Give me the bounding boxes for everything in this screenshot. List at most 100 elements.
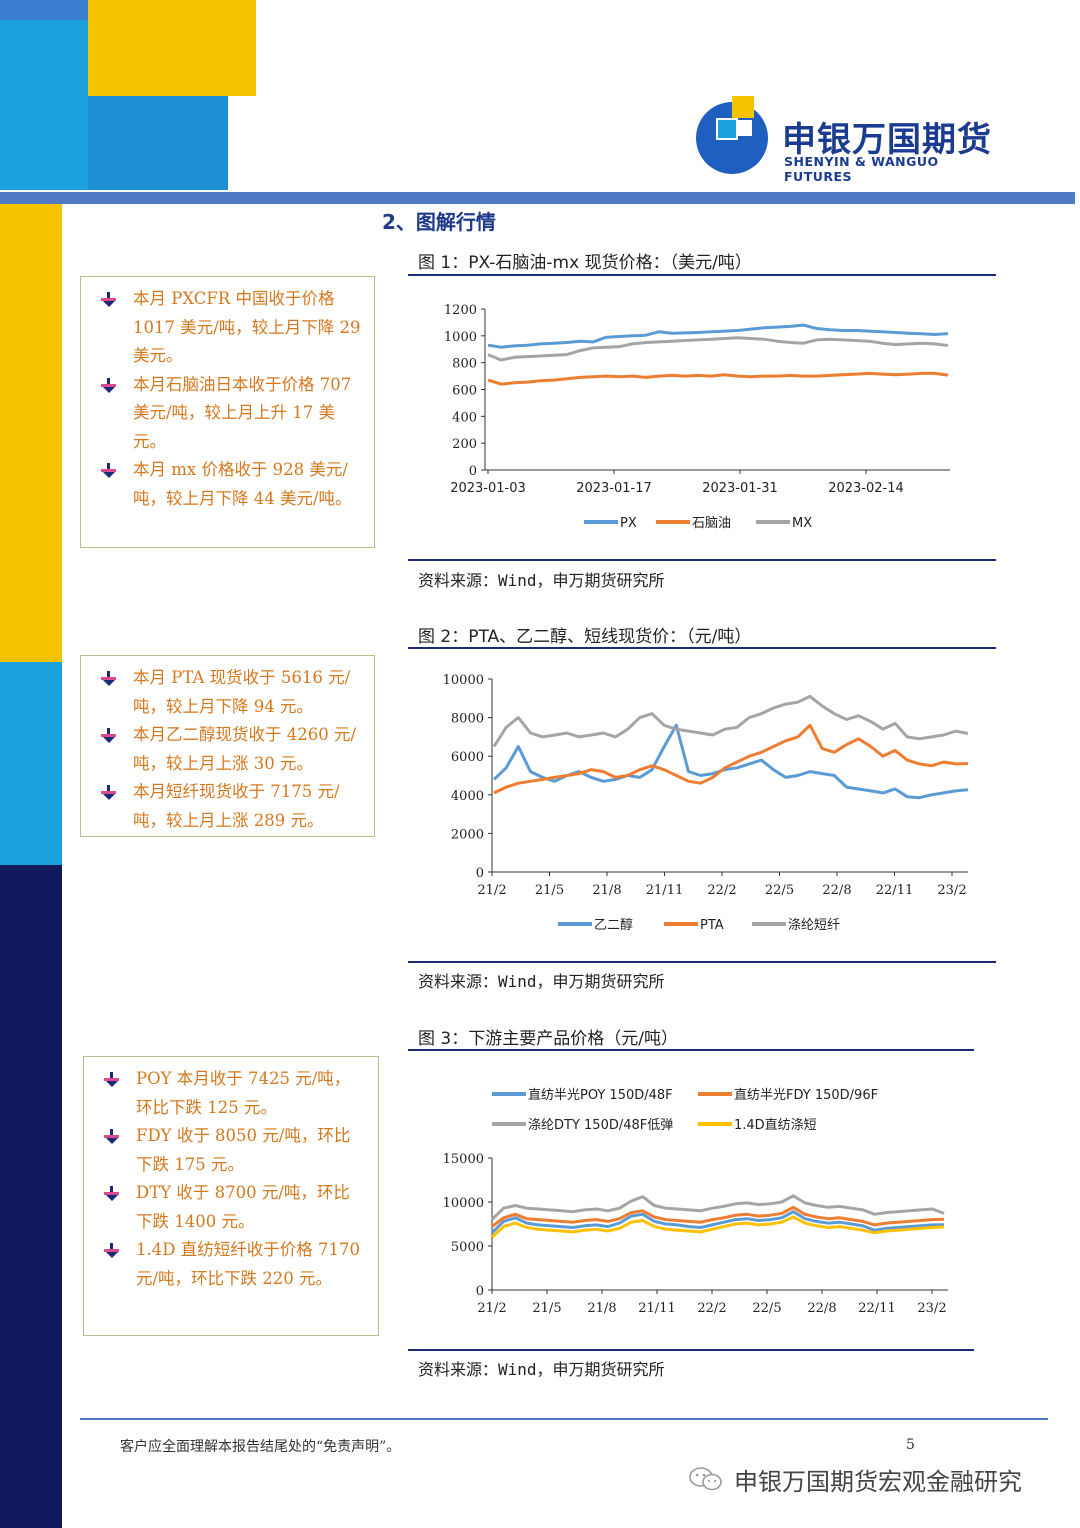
footer-disclaimer: 客户应全面理解本报告结尾处的“免责声明”。 xyxy=(120,1439,401,1455)
bullet-icon xyxy=(101,785,117,801)
y-tick-label: 10000 xyxy=(443,1196,484,1211)
x-tick-label: 22/11 xyxy=(858,1301,895,1316)
side-strip xyxy=(0,204,62,662)
x-tick-label: 21/11 xyxy=(646,883,683,898)
side-strip xyxy=(0,662,62,865)
series-line xyxy=(490,1210,945,1234)
x-tick-label: 22/5 xyxy=(765,883,794,898)
x-tick-label: 21/11 xyxy=(638,1301,675,1316)
header-decoration xyxy=(0,20,88,190)
series-line xyxy=(487,323,949,349)
y-tick-label: 5000 xyxy=(451,1240,484,1255)
bullet-icon xyxy=(104,1186,120,1202)
note-text: 本月 mx 价格收于 928 美元/吨，较上月下降 44 美元/吨。 xyxy=(133,460,352,508)
header-decoration xyxy=(88,96,228,190)
figure-1-rule xyxy=(408,274,996,276)
y-tick-label: 15000 xyxy=(443,1152,484,1167)
footer-rule xyxy=(80,1418,1048,1420)
wechat-icon xyxy=(689,1467,722,1491)
note-box-1: 本月 PXCFR 中国收于价格 1017 美元/吨，较上月下降 29 美元。 本… xyxy=(80,276,375,548)
note-item: 本月 PXCFR 中国收于价格 1017 美元/吨，较上月下降 29 美元。 xyxy=(93,285,362,371)
wechat-account-name: 申银万国期货宏观金融研究 xyxy=(734,1468,1022,1496)
figure-2-title: 图 2：PTA、乙二醇、短线现货价：（元/吨） xyxy=(418,627,752,647)
legend-label: 1.4D直纺涤短 xyxy=(734,1118,817,1133)
note-text: 本月 PTA 现货收于 5616 元/吨，较上月下降 94 元。 xyxy=(133,668,351,716)
y-tick-label: 10000 xyxy=(443,673,484,688)
note-text: 本月石脑油日本收于价格 707 美元/吨，较上月上升 17 美元。 xyxy=(133,374,352,451)
x-tick-label: 22/8 xyxy=(807,1301,836,1316)
note-item: 本月 PTA 现货收于 5616 元/吨，较上月下降 94 元。 xyxy=(93,664,362,721)
note-text: FDY 收于 8050 元/吨，环比下跌 175 元。 xyxy=(136,1126,351,1174)
x-tick-label: 22/8 xyxy=(822,883,851,898)
figure-3-rule-bottom xyxy=(408,1349,974,1351)
series-line xyxy=(492,694,969,748)
legend-label: 乙二醇 xyxy=(594,917,633,933)
figure-1-chart: 0 200 400 600 800 1000 1200 2023-01-03 2023-01-1… xyxy=(444,303,950,531)
side-strip xyxy=(0,865,62,1528)
logo-mark xyxy=(716,118,738,140)
legend-label: 石脑油 xyxy=(692,516,731,531)
note-text: 本月 PXCFR 中国收于价格 1017 美元/吨，较上月下降 29 美元。 xyxy=(133,289,361,365)
x-tick-label: 22/5 xyxy=(752,1301,781,1316)
y-tick-label: 200 xyxy=(452,437,477,452)
y-tick-label: 0 xyxy=(476,1284,484,1299)
logo-mark xyxy=(736,120,752,136)
note-item: POY 本月收于 7425 元/吨，环比下跌 125 元。 xyxy=(96,1065,366,1122)
y-tick-label: 600 xyxy=(452,384,477,399)
figure-3-source: 资料来源：Wind，申万期货研究所 xyxy=(418,1360,665,1379)
figure-2-rule xyxy=(408,647,996,649)
x-tick-label: 21/2 xyxy=(477,1301,506,1316)
y-tick-label: 1200 xyxy=(444,303,477,318)
figure-2-source: 资料来源：Wind，申万期货研究所 xyxy=(418,972,665,991)
bullet-icon xyxy=(101,671,117,687)
y-tick-label: 0 xyxy=(476,866,484,881)
series-line xyxy=(493,723,969,795)
figure-3-title: 图 3：下游主要产品价格（元/吨） xyxy=(418,1029,678,1049)
logo-mark xyxy=(732,96,754,118)
note-item: 本月短纤现货收于 7175 元/吨，较上月上涨 289 元。 xyxy=(93,778,362,835)
figure-2-rule-bottom xyxy=(408,961,996,963)
note-item: 1.4D 直纺短纤收于价格 7170 元/吨，环比下跌 220 元。 xyxy=(96,1236,366,1293)
note-box-2: 本月 PTA 现货收于 5616 元/吨，较上月下降 94 元。 本月乙二醇现货… xyxy=(80,655,375,837)
series-line xyxy=(490,1194,945,1221)
legend-label: 涤纶DTY 150D/48F低弹 xyxy=(528,1118,673,1133)
series-line xyxy=(487,336,949,362)
x-tick-label: 21/8 xyxy=(587,1301,616,1316)
header-decoration xyxy=(88,0,256,96)
figure-1-title: 图 1：PX-石脑油-mx 现货价格：（美元/吨） xyxy=(418,253,752,273)
x-tick-label: 21/5 xyxy=(535,883,564,898)
figure-1-source: 资料来源：Wind，申万期货研究所 xyxy=(418,571,665,590)
y-tick-label: 1000 xyxy=(444,330,477,345)
bullet-icon xyxy=(101,377,117,394)
x-tick-label: 23/2 xyxy=(917,1301,946,1316)
legend-label: 直纺半光FDY 150D/96F xyxy=(734,1088,878,1103)
note-item: 本月 mx 价格收于 928 美元/吨，较上月下降 44 美元/吨。 xyxy=(93,456,362,513)
x-tick-label: 2023-01-03 xyxy=(450,481,526,496)
figure-2-chart: 0 2000 4000 6000 8000 10000 21/2 21/5 21/8 21/11 2… xyxy=(443,673,969,933)
series-line xyxy=(490,1215,945,1239)
x-tick-label: 22/11 xyxy=(876,883,913,898)
y-tick-label: 4000 xyxy=(451,789,484,804)
bullet-icon xyxy=(101,292,117,308)
note-box-3: POY 本月收于 7425 元/吨，环比下跌 125 元。 FDY 收于 805… xyxy=(83,1056,379,1336)
legend-label: PTA xyxy=(700,918,724,933)
section-title: 2、图解行情 xyxy=(382,210,496,234)
page-number: 5 xyxy=(906,1437,915,1453)
series-line xyxy=(492,723,969,800)
legend-label: PX xyxy=(620,516,637,531)
figure-1-rule-bottom xyxy=(408,559,996,561)
header-bar xyxy=(0,192,1075,204)
y-tick-label: 8000 xyxy=(451,712,484,727)
legend-label: MX xyxy=(792,516,812,531)
logo-name-en: SHENYIN & WANGUO FUTURES xyxy=(784,154,939,184)
x-tick-label: 21/2 xyxy=(477,883,506,898)
series-line xyxy=(487,371,949,386)
company-logo: 申银万国期货 SHENYIN & WANGUO FUTURES xyxy=(696,96,996,184)
note-item: 本月乙二醇现货收于 4260 元/吨，较上月上涨 30 元。 xyxy=(93,721,362,778)
y-tick-label: 2000 xyxy=(451,827,484,842)
x-tick-label: 21/5 xyxy=(532,1301,561,1316)
note-text: 本月短纤现货收于 7175 元/吨，较上月上涨 289 元。 xyxy=(133,782,340,830)
x-tick-label: 2023-01-31 xyxy=(702,481,778,496)
bullet-icon xyxy=(104,1243,120,1259)
x-tick-label: 22/2 xyxy=(707,883,736,898)
